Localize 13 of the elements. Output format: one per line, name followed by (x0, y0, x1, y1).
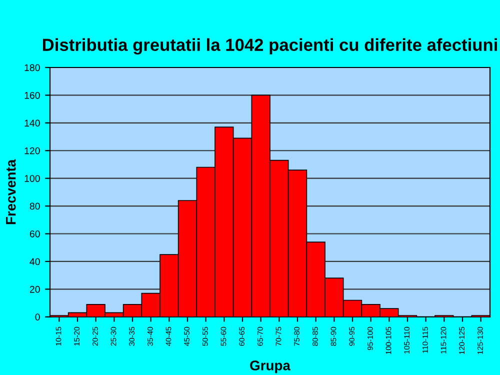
x-axis-title: Grupa (250, 360, 291, 374)
y-axis-title: Frecventa (6, 159, 16, 224)
y-tick-label: 140 (24, 120, 40, 127)
y-tick-label: 180 (24, 64, 40, 72)
y-tick-label: 0 (35, 314, 40, 320)
y-tick-label: 80 (30, 202, 40, 210)
y-tick-label: 160 (24, 92, 40, 99)
y-tick-label: 60 (30, 230, 40, 238)
y-tick-label: 40 (30, 258, 40, 266)
y-tick-label: 20 (30, 286, 40, 293)
chart-title: Distributia greutatii la 1042 pacienti cu diferite afectiuni (43, 38, 497, 55)
y-tick-label: 120 (24, 147, 40, 154)
y-tick-label: 100 (24, 175, 40, 182)
